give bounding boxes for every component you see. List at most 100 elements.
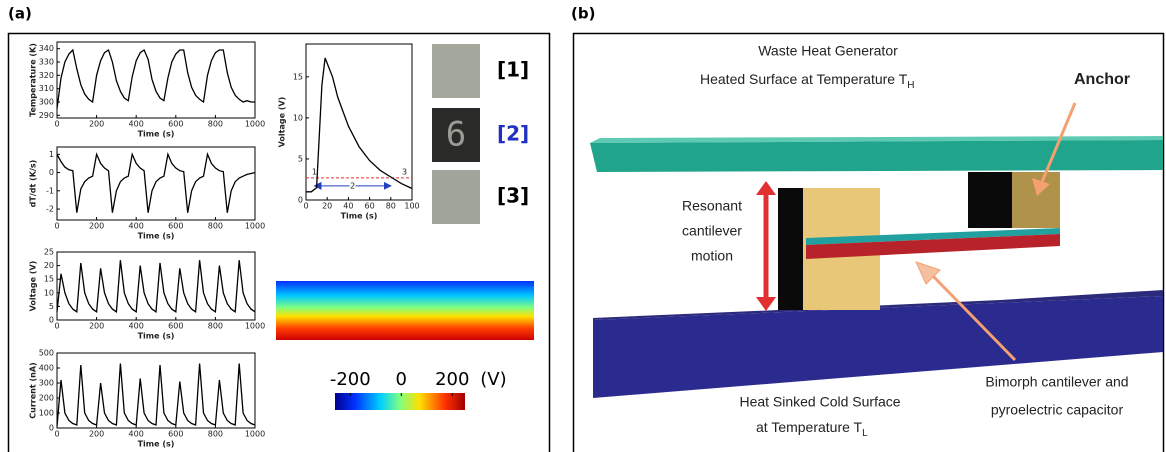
plot-frame (56, 146, 256, 221)
x-axis-label: Time (s) (138, 232, 175, 241)
label: Heat Sinked Cold Surface (739, 394, 900, 410)
label: at Temperature TL (756, 419, 868, 439)
panel-label: (a) (8, 5, 32, 23)
y-tick-label: 20 (44, 261, 54, 270)
panel-frame (572, 32, 1165, 452)
panel-label: (b) (571, 5, 595, 23)
panel-frame (7, 32, 551, 452)
y-tick-label: -2 (46, 205, 54, 214)
x-tick-label: 200 (89, 120, 104, 129)
y-tick-label: 10 (293, 113, 303, 122)
plot-frame (305, 43, 413, 201)
x-axis-label: Time (s) (138, 130, 175, 139)
line-series (56, 48, 255, 109)
y-tick-label: 310 (39, 84, 54, 93)
photo-label: [3] (497, 184, 529, 208)
anchor-side (968, 172, 1014, 228)
cantilever-layer (806, 228, 1060, 245)
label: Waste Heat Generator (758, 43, 898, 59)
x-tick-label: 0 (54, 222, 59, 231)
photo-label: [1] (497, 58, 529, 82)
x-tick-label: 60 (365, 202, 375, 211)
hot-plate-top (590, 136, 1163, 143)
y-tick-label: 330 (39, 58, 54, 67)
x-tick-label: 0 (54, 430, 59, 439)
arrow-head (756, 181, 776, 195)
y-tick-label: 1 (49, 150, 54, 159)
colorbar-label: 200 (435, 369, 469, 390)
y-tick-label: -1 (46, 186, 54, 195)
label: motion (691, 248, 733, 264)
colorbar-unit: (V) (480, 369, 506, 390)
x-tick-label: 200 (89, 430, 104, 439)
arrow-head (1032, 178, 1050, 196)
pointer-arrow (930, 273, 1017, 362)
x-tick-label: 600 (168, 430, 183, 439)
x-tick-label: 400 (129, 322, 144, 331)
y-axis-label: Current (nA) (29, 362, 38, 418)
subscript: H (907, 80, 914, 91)
x-axis-label: Time (s) (138, 440, 175, 449)
hot-plate (590, 140, 1163, 172)
y-tick-label: 0 (49, 316, 54, 325)
x-tick-label: 0 (303, 202, 308, 211)
line-series (56, 260, 256, 313)
diagram (590, 102, 1163, 398)
line-series (56, 152, 256, 213)
label: cantilever (682, 223, 742, 239)
y-tick-label: 200 (39, 394, 54, 403)
x-tick-label: 600 (168, 120, 183, 129)
x-tick-label: 600 (168, 322, 183, 331)
x-axis-label: Time (s) (138, 332, 175, 341)
label: pyroelectric capacitor (991, 402, 1124, 418)
x-tick-label: 200 (89, 322, 104, 331)
annotation: 1 (312, 167, 317, 176)
y-axis-label: Temperature (K) (29, 43, 38, 117)
colorbar-label: -200 (330, 369, 371, 390)
y-tick-label: 15 (293, 72, 303, 81)
line-series (306, 57, 413, 193)
x-tick-label: 1000 (245, 120, 265, 129)
x-tick-label: 1000 (245, 222, 265, 231)
plot-frame (56, 41, 256, 119)
x-tick-label: 0 (54, 120, 59, 129)
y-tick-label: 0 (298, 196, 303, 205)
x-tick-label: 400 (129, 120, 144, 129)
cold-plate (593, 296, 1163, 398)
label: Heated Surface at Temperature TH (700, 71, 915, 91)
label: Resonant (682, 198, 742, 214)
pointer-arrow (1040, 102, 1077, 183)
y-tick-label: 100 (39, 409, 54, 418)
x-tick-label: 80 (386, 202, 396, 211)
y-tick-label: 25 (44, 248, 54, 257)
x-tick-label: 0 (54, 322, 59, 331)
x-axis-label: Time (s) (341, 212, 378, 221)
y-tick-label: 290 (39, 111, 54, 120)
arrow-head (756, 297, 776, 311)
x-tick-label: 600 (168, 222, 183, 231)
y-tick-label: 340 (39, 44, 54, 53)
x-tick-label: 1000 (245, 430, 265, 439)
colorbar (335, 393, 465, 410)
x-tick-label: 800 (208, 322, 223, 331)
y-tick-label: 320 (39, 71, 54, 80)
digit: 6 (446, 115, 466, 155)
x-tick-label: 20 (322, 202, 332, 211)
photo (432, 170, 480, 224)
photo-label: [2] (497, 122, 529, 146)
plot-frame (56, 352, 256, 429)
x-tick-label: 100 (404, 202, 419, 211)
y-tick-label: 5 (298, 154, 303, 163)
y-axis-label: Voltage (V) (29, 261, 38, 312)
x-tick-label: 40 (343, 202, 353, 211)
y-tick-label: 500 (39, 349, 54, 358)
y-tick-label: 15 (44, 275, 54, 284)
subscript: L (862, 428, 868, 439)
y-tick-label: 300 (39, 98, 54, 107)
x-tick-label: 400 (129, 430, 144, 439)
cantilever-layer (806, 234, 1060, 259)
x-tick-label: 800 (208, 222, 223, 231)
line-series (56, 363, 256, 427)
colorbar-label: 0 (396, 369, 407, 390)
y-axis-label: Voltage (V) (278, 97, 287, 148)
